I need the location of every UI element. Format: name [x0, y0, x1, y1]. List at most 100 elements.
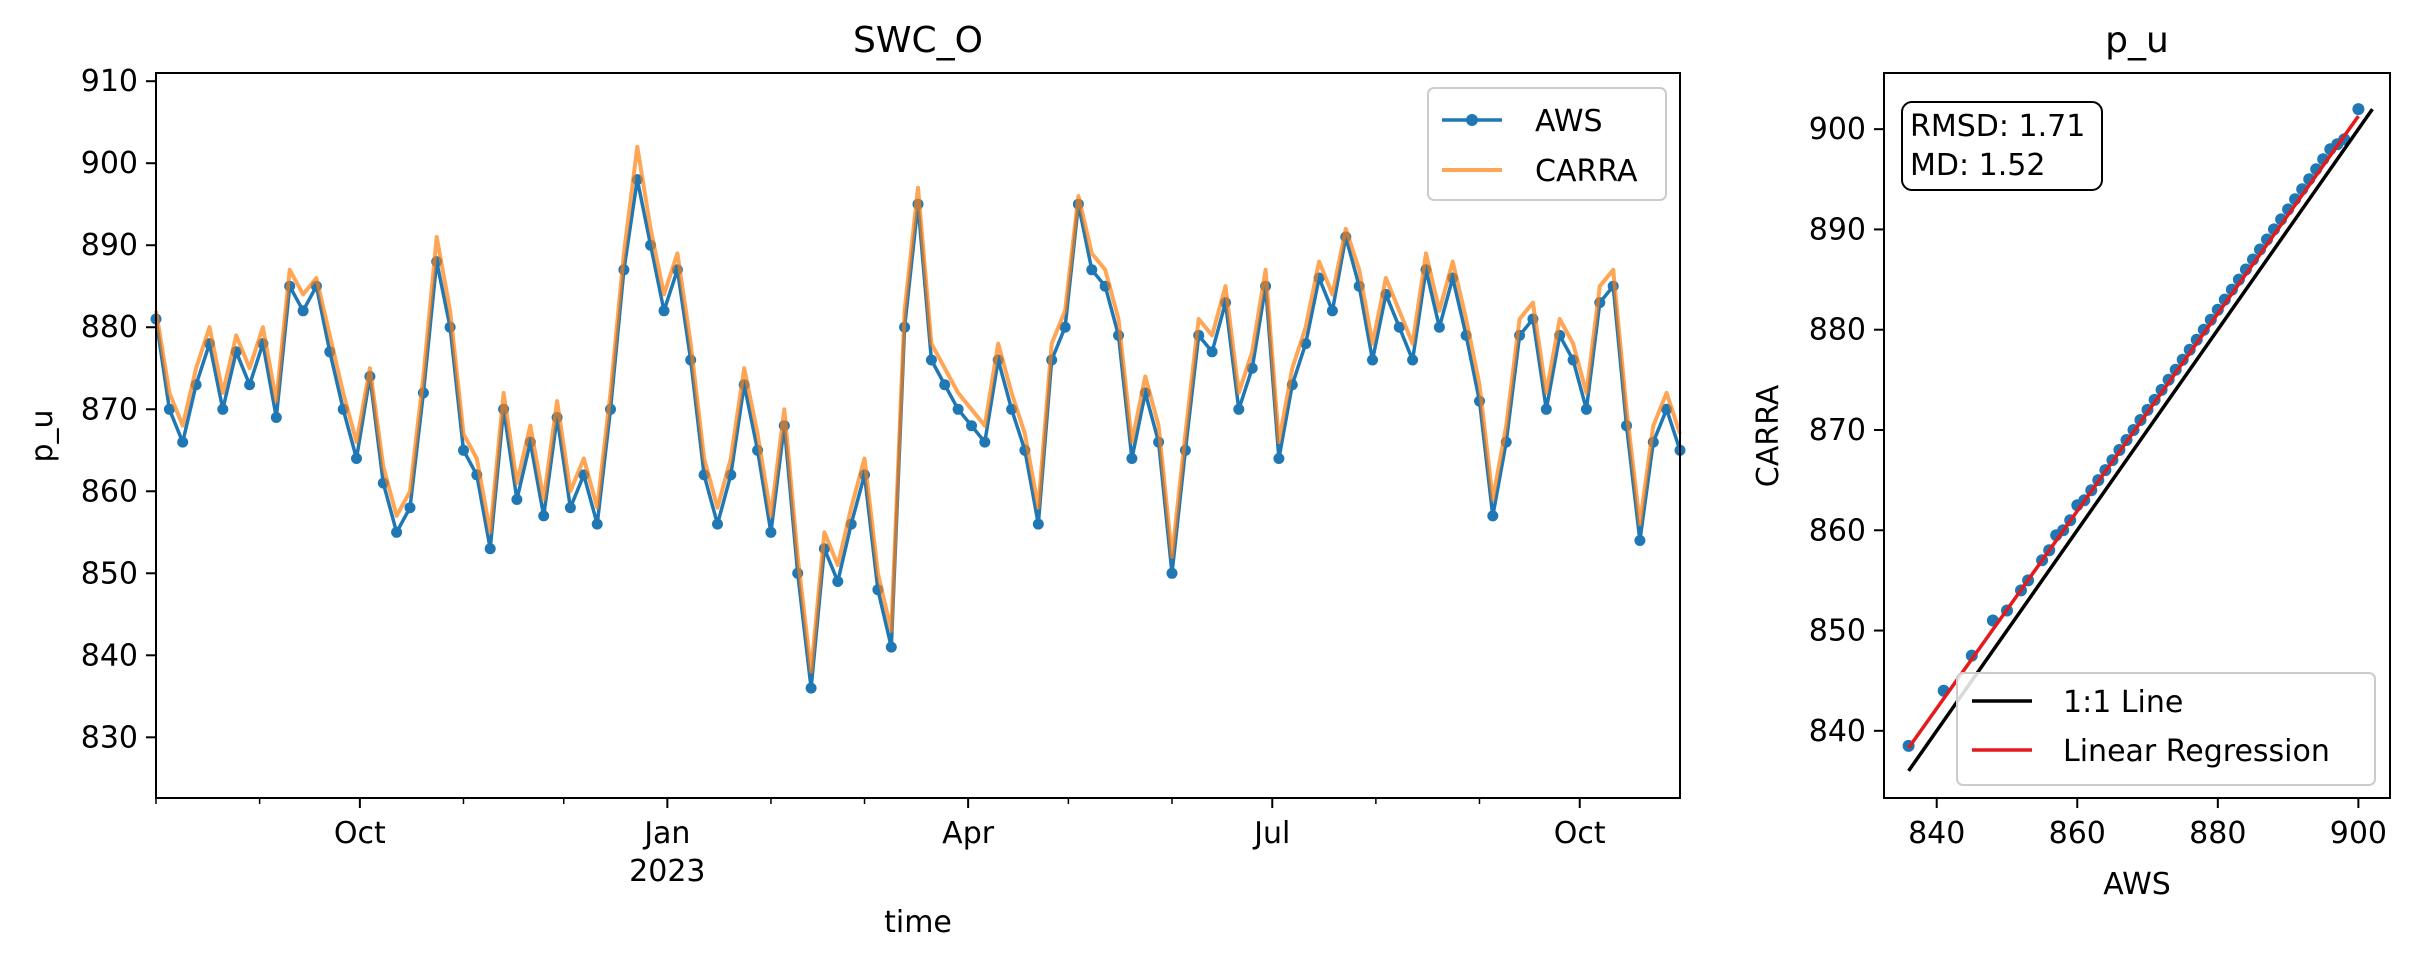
y-tick-label: 890 [81, 228, 138, 263]
aws-data-point [1407, 354, 1419, 366]
rmsd-text: RMSD: 1.71 [1910, 109, 2085, 144]
aws-data-point [297, 305, 309, 317]
stats-box: RMSD: 1.71 MD: 1.52 [1901, 101, 2103, 191]
timeseries-legend: AWS CARRA [1427, 87, 1667, 201]
aws-data-point [1206, 346, 1218, 358]
y-tick-label: 850 [1809, 614, 1866, 649]
aws-data-point [885, 641, 897, 653]
aws-data-point [163, 403, 175, 415]
timeseries-y-ticks: 830 840 850 860 870 880 890 900 910 [81, 64, 156, 755]
aws-data-point [484, 543, 496, 555]
aws-data-point [1433, 321, 1445, 333]
aws-data-point [658, 305, 670, 317]
scatter-plot-frame [1883, 72, 2391, 799]
stats-frame [1901, 101, 2103, 191]
y-tick-label: 880 [81, 310, 138, 345]
y-tick-label: 900 [1809, 112, 1866, 147]
aws-data-point [1580, 403, 1592, 415]
aws-data-point [591, 518, 603, 530]
aws-data-point [1273, 453, 1285, 464]
aws-data-point [244, 379, 256, 391]
aws-data-point [270, 412, 282, 423]
aws-data-point [1326, 305, 1338, 317]
aws-data-point [925, 354, 937, 366]
y-tick-label: 870 [81, 392, 138, 427]
legend-one-to-one-label: 1:1 Line [2063, 685, 2183, 720]
x-tick-label: Oct [1554, 816, 1606, 851]
aws-data-point [511, 494, 523, 505]
x-tick-sublabel: 2023 [629, 854, 705, 889]
y-tick-label: 860 [81, 474, 138, 509]
aws-data-point [351, 453, 362, 464]
x-tick-label: 840 [1908, 816, 1965, 851]
aws-data-point [404, 502, 416, 514]
legend-carra-label: CARRA [1535, 154, 1638, 189]
aws-data-point [1393, 321, 1405, 333]
scatter-x-label: AWS [2103, 867, 2171, 902]
aws-data-point [538, 510, 550, 522]
y-tick-label: 840 [1809, 714, 1866, 749]
aws-data-point [939, 379, 951, 391]
timeseries-y-label: p_u [25, 409, 60, 462]
y-tick-label: 830 [81, 720, 138, 755]
regression-line [1907, 115, 2360, 749]
y-tick-label: 860 [1809, 513, 1866, 548]
aws-data-point [564, 502, 576, 514]
aws-data-point [1487, 510, 1499, 522]
legend-aws-marker [1466, 114, 1478, 126]
legend-regression-label: Linear Regression [2063, 734, 2330, 769]
x-tick-label: 900 [2330, 816, 2387, 851]
aws-series-line [154, 177, 1682, 690]
aws-data-point [177, 436, 189, 448]
scatter-panel: p_u 840 850 860 870 880 890 900 840 860 880 900 A… [1751, 20, 2391, 902]
x-tick-label: Apr [942, 816, 995, 851]
timeseries-panel: SWC_O 830 840 850 860 870 880 890 900 910 Oct Jan… [25, 20, 1686, 940]
aws-data-point [1086, 264, 1098, 276]
x-tick-label: 880 [2189, 816, 2246, 851]
aws-data-point [952, 403, 964, 415]
y-tick-label: 890 [1809, 212, 1866, 247]
scatter-title: p_u [2105, 20, 2169, 61]
aws-data-point [966, 420, 977, 432]
aws-data-point [1634, 535, 1646, 546]
one-to-one-line [1907, 108, 2374, 772]
scatter-legend-frame [1956, 672, 2376, 786]
aws-data-point [217, 403, 229, 415]
aws-data-point [1166, 567, 1178, 579]
legend-aws-label: AWS [1535, 104, 1603, 139]
y-tick-label: 910 [81, 64, 138, 99]
aws-data-point [458, 444, 469, 456]
scatter-point [2352, 103, 2365, 116]
scatter-legend: 1:1 Line Linear Regression [1956, 672, 2376, 786]
y-tick-label: 880 [1809, 313, 1866, 348]
aws-data-point [1126, 453, 1138, 464]
y-tick-label: 840 [81, 638, 138, 673]
aws-data-point [1059, 321, 1071, 333]
aws-data-point [765, 526, 777, 538]
scatter-y-label: CARRA [1751, 384, 1786, 487]
y-tick-label: 850 [81, 556, 138, 591]
scatter-x-ticks: 840 860 880 900 [1908, 798, 2387, 851]
timeseries-title: SWC_O [853, 20, 983, 61]
y-tick-label: 870 [1809, 413, 1866, 448]
carra-series-line [154, 144, 1682, 674]
md-text: MD: 1.52 [1910, 148, 2045, 183]
x-tick-label: 860 [2049, 816, 2106, 851]
aws-data-point [832, 576, 844, 587]
aws-data-point [1540, 403, 1552, 415]
x-tick-label: Jul [1252, 816, 1290, 851]
timeseries-plot-frame [155, 72, 1681, 799]
aws-data-point [979, 436, 991, 448]
x-tick-label: Oct [334, 816, 386, 851]
aws-data-point [391, 526, 403, 538]
aws-data-point [1367, 354, 1378, 366]
aws-data-point [1032, 518, 1044, 530]
x-tick-label: Jan [642, 816, 690, 851]
aws-data-point [1233, 403, 1245, 415]
aws-data-point [805, 682, 817, 694]
aws-data-point [712, 518, 723, 530]
timeseries-x-label: time [884, 905, 952, 940]
scatter-y-ticks: 840 850 860 870 880 890 900 [1809, 112, 1884, 749]
